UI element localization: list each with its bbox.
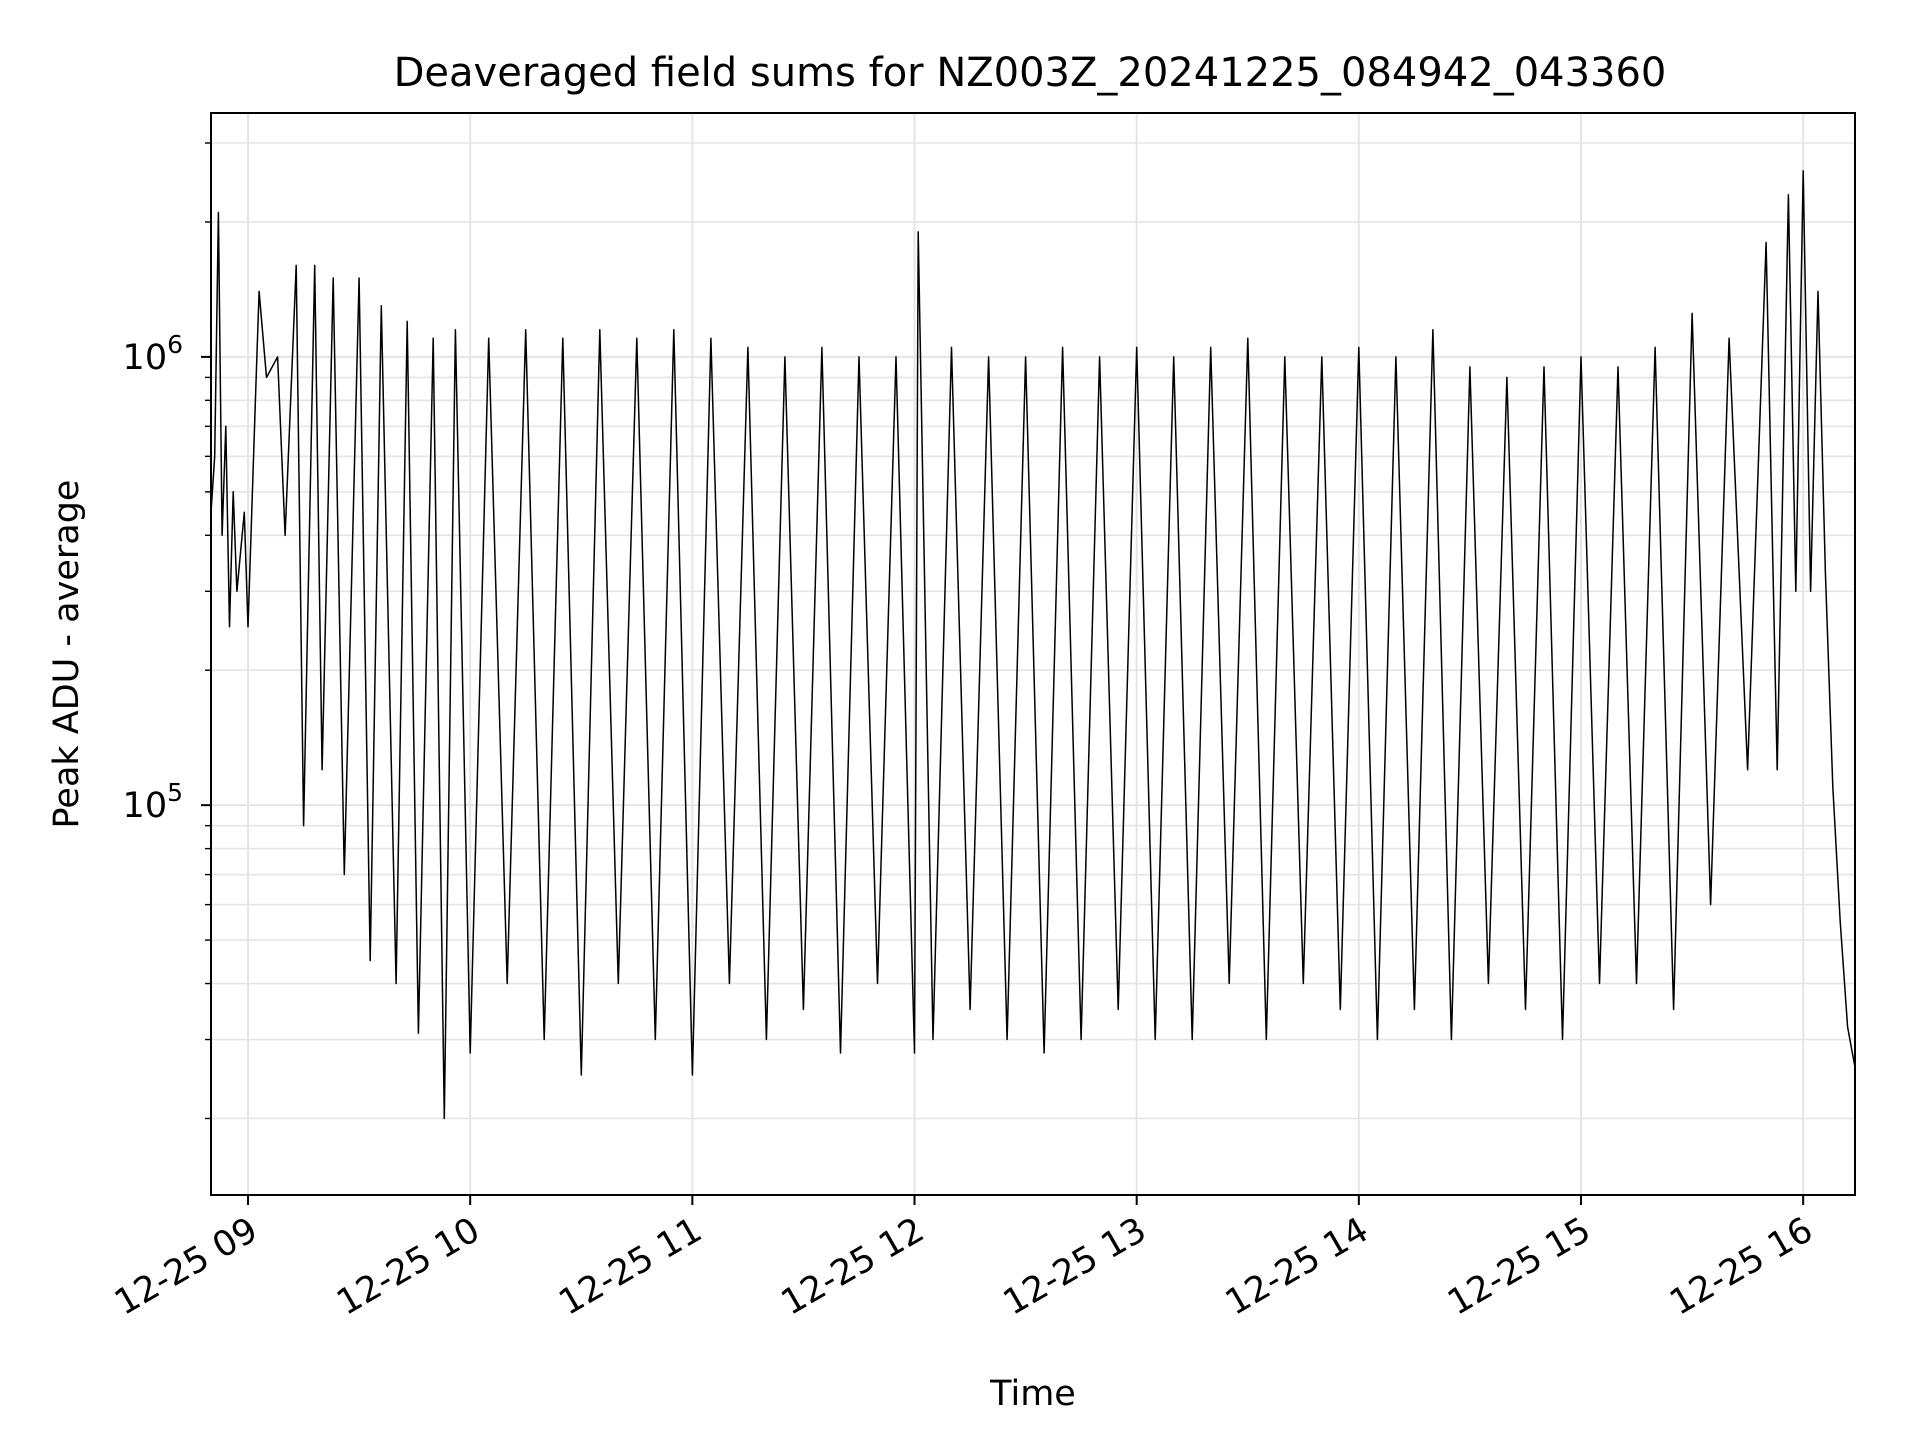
y-axis-label: Peak ADU - average [47,480,87,829]
plot-area [210,170,1856,1120]
y-axis: 105 106 [123,142,211,1120]
data-series-line [210,170,1856,1120]
chart-title: Deaveraged field sums for NZ003Z_2024122… [394,50,1667,96]
y-tick-label: 106 [123,330,183,378]
x-axis-label: Time [989,1374,1076,1414]
y-tick-label: 105 [123,778,183,826]
axes-frame [210,112,1856,1196]
grid [211,113,1855,1195]
